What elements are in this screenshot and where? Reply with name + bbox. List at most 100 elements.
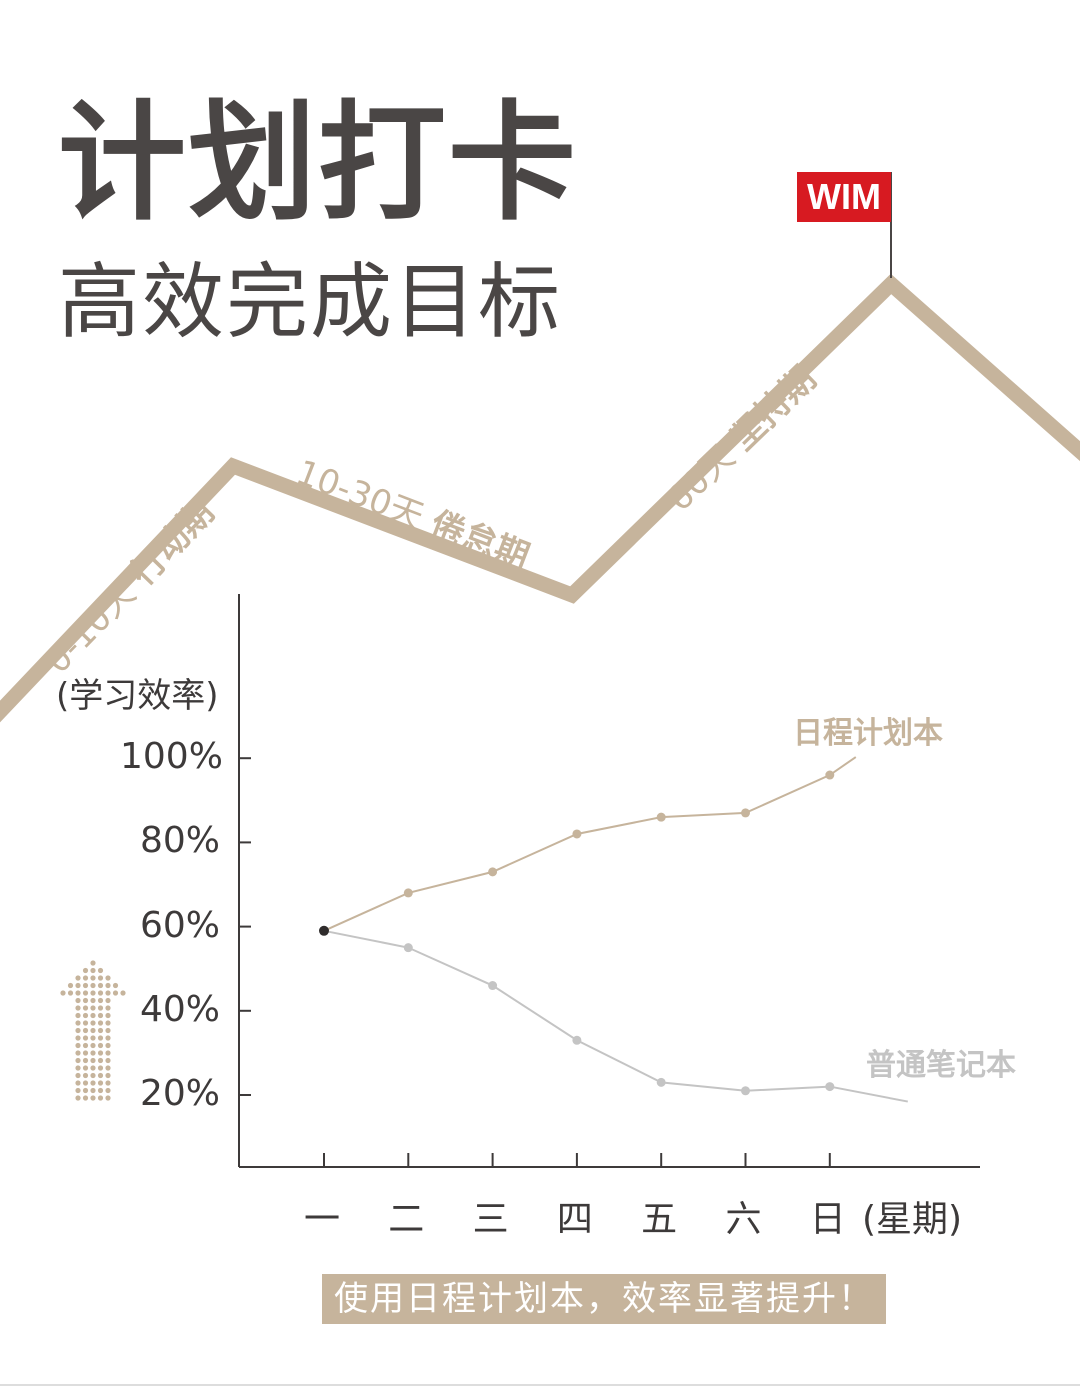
page-subtitle: 高效完成目标 — [58, 255, 563, 350]
arrow-dot — [97, 967, 104, 974]
data-point — [825, 1082, 835, 1092]
arrow-dot — [105, 1095, 111, 1101]
x-tick-label: 四 — [556, 1199, 593, 1240]
arrow-dot — [67, 982, 74, 989]
arrow-dot — [82, 990, 89, 996]
legend-planner: 日程计划本 — [793, 716, 943, 751]
arrow-dot — [82, 1080, 89, 1086]
x-tick-label: 三 — [472, 1199, 509, 1240]
arrow-dot — [90, 960, 96, 966]
arrow-dot — [82, 1035, 89, 1041]
y-tick-label: 20% — [139, 1073, 220, 1114]
data-point — [741, 1086, 750, 1096]
y-tick-label: 40% — [139, 988, 220, 1030]
arrow-dot — [75, 1050, 81, 1056]
arrow-dot — [90, 1012, 96, 1019]
arrow-dot — [90, 982, 96, 989]
data-point — [656, 812, 666, 822]
brand-logo: WIM — [797, 172, 891, 222]
conclusion-banner: 使用日程计划本，效率显著提升！ — [322, 1274, 886, 1324]
data-point — [488, 981, 498, 991]
arrow-dot — [82, 1065, 89, 1071]
data-point — [656, 1077, 666, 1087]
arrow-dot — [75, 1065, 81, 1071]
arrow-dot — [97, 997, 104, 1004]
arrow-dot — [90, 967, 96, 974]
arrow-dot — [75, 990, 81, 996]
arrow-dot — [82, 1072, 89, 1079]
y-tick-label: 100% — [120, 736, 223, 778]
arrow-dot — [75, 1012, 81, 1019]
arrow-dot — [82, 982, 89, 989]
arrow-dot — [105, 990, 111, 996]
arrow-dot — [90, 1087, 96, 1094]
arrow-dot — [105, 1042, 111, 1049]
arrow-dot — [67, 990, 74, 996]
arrow-dot — [75, 1035, 81, 1041]
arrow-dot — [97, 990, 104, 996]
arrow-dot — [82, 1020, 89, 1026]
arrow-dot — [82, 1027, 89, 1034]
data-point — [825, 770, 835, 780]
arrow-dot — [105, 1035, 111, 1041]
arrow-dot — [120, 990, 126, 996]
data-point — [572, 1035, 582, 1045]
arrow-dot — [97, 1095, 104, 1101]
arrow-dot — [105, 1057, 111, 1064]
x-tick-label: 六 — [725, 1199, 762, 1240]
arrow-dot — [75, 1020, 81, 1026]
arrow-dot — [75, 982, 81, 989]
arrow-dot — [97, 1042, 104, 1049]
arrow-dot — [97, 1050, 104, 1056]
arrow-dot — [97, 1027, 104, 1034]
arrow-dot — [97, 1005, 104, 1011]
arrow-dot — [105, 1072, 111, 1079]
arrow-dot — [90, 1057, 96, 1064]
arrow-dot — [90, 1050, 96, 1056]
arrow-dot — [105, 1087, 111, 1094]
arrow-dot — [105, 997, 111, 1004]
arrow-dot — [105, 1027, 111, 1034]
up-arrow-icon — [60, 960, 126, 1101]
x-tick-label: 一 — [303, 1199, 340, 1240]
arrow-dot — [90, 1042, 96, 1049]
y-axis-label: (学习效率) — [56, 676, 219, 716]
arrow-dot — [82, 967, 89, 974]
y-tick-label: 60% — [139, 904, 220, 946]
flag-pole — [890, 172, 892, 278]
page-title: 计划打卡 — [58, 89, 579, 238]
arrow-dot — [75, 997, 81, 1004]
arrow-dot — [82, 1095, 89, 1101]
data-point — [741, 808, 750, 818]
arrow-dot — [90, 990, 96, 996]
x-tick-label: 日 — [809, 1199, 846, 1240]
arrow-dot — [90, 1080, 96, 1086]
arrow-dot — [90, 1065, 96, 1071]
legend-notebook: 普通笔记本 — [866, 1048, 1016, 1083]
arrow-dot — [82, 1087, 89, 1094]
arrow-dot — [105, 975, 111, 981]
arrow-dot — [90, 975, 96, 981]
arrow-dot — [97, 1072, 104, 1079]
arrow-dot — [90, 1005, 96, 1011]
arrow-dot — [82, 1042, 89, 1049]
arrow-dot — [112, 990, 119, 996]
arrow-dot — [82, 1005, 89, 1011]
arrow-dot — [112, 982, 119, 989]
arrow-dot — [90, 1095, 96, 1101]
arrow-dot — [90, 1020, 96, 1026]
arrow-dot — [75, 1095, 81, 1101]
arrow-dot — [82, 1050, 89, 1056]
arrow-dot — [75, 1057, 81, 1064]
arrow-dot — [105, 1050, 111, 1056]
arrow-dot — [75, 1087, 81, 1094]
start-point — [319, 925, 329, 936]
arrow-dot — [105, 1080, 111, 1086]
y-tick-label: 80% — [139, 820, 220, 862]
x-axis-label: (星期) — [862, 1199, 963, 1240]
arrow-dot — [75, 1027, 81, 1034]
arrow-dot — [75, 1005, 81, 1011]
stage-path — [0, 273, 1080, 723]
x-tick-label: 二 — [388, 1199, 425, 1240]
arrow-dot — [105, 1020, 111, 1026]
